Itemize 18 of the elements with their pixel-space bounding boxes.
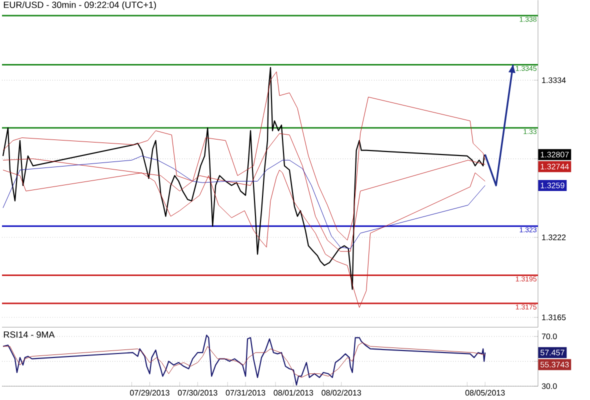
x-tick-label: 08/05/2013 (465, 390, 505, 396)
chart-title: EUR/USD - 30min - 09:22:04 (UTC+1) (4, 1, 156, 10)
text: 55.3743 (540, 362, 569, 368)
x-tick-label: 07/29/2013 (130, 390, 170, 396)
text: 1.32744 (540, 164, 569, 170)
chart-title: RSI14 - 9MA (4, 331, 55, 338)
y-tick-label: 1.3334 (542, 77, 566, 83)
text: 1.32807 (540, 152, 569, 158)
x-tick-label: 07/30/2013 (178, 390, 218, 396)
x-tick-label: 08/02/2013 (322, 390, 362, 396)
text: 1.3259 (540, 182, 564, 188)
y-tick-label: 30.0 (542, 383, 557, 389)
y-tick-label: 1.3222 (542, 234, 566, 240)
text: 57.457 (540, 350, 564, 356)
y-tick-label: 70.0 (542, 333, 557, 340)
x-tick-label: 07/31/2013 (226, 390, 266, 396)
y-tick-label: 1.3165 (542, 314, 566, 320)
x-tick-label: 08/01/2013 (274, 390, 314, 396)
